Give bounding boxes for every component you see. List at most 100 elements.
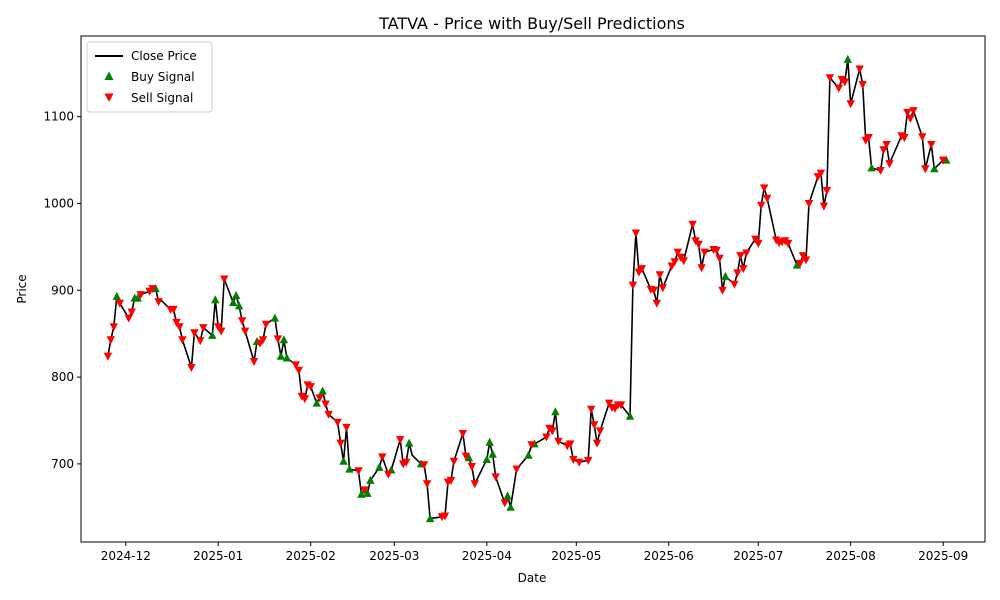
y-tick-label: 800 [51,370,74,384]
sell-signal-marker [834,84,843,93]
sell-signal-marker [321,400,330,409]
legend-label-close-price: Close Price [131,49,197,63]
sell-signal-marker [402,458,411,467]
sell-signal-marker [315,394,324,403]
sell-signal-marker [127,308,136,317]
sell-signal-marker [178,336,187,345]
sell-signal-marker [587,405,596,414]
sell-signal-marker [909,107,918,116]
sell-signal-marker [739,265,748,274]
buy-signal-marker [339,456,348,465]
sell-signal-marker [604,399,614,408]
sell-signal-marker [876,167,885,175]
sell-signal-marker [652,299,661,308]
sell-signal-marker [801,256,811,265]
buy-signal-marker [867,163,876,172]
sell-signal-marker [631,229,641,238]
sell-signal-marker [760,184,769,193]
sell-signal-marker [470,480,479,489]
buy-signal-marker [363,488,372,497]
sell-signal-marker [819,202,829,211]
sell-signal-marker [103,352,113,361]
sell-signal-marker [294,366,303,375]
buy-signal-marker [464,453,474,462]
sell-signal-marker [527,441,536,450]
sell-signal-marker [575,458,584,467]
sell-signal-marker [172,318,181,327]
sell-signal-marker [300,395,309,404]
sell-signal-marker [763,194,772,203]
x-axis-title: Date [518,571,547,585]
buy-signal-marker [357,489,366,498]
sell-signal-marker [220,275,229,284]
sell-signal-marker [109,323,118,332]
sell-signal-marker [718,286,727,295]
sell-signal-marker [658,284,667,293]
buy-signal-marker [721,271,730,280]
sell-signal-marker [757,201,766,210]
y-axis-title: Price [15,274,29,303]
sell-signal-marker [795,259,805,268]
sell-signal-marker [446,476,456,485]
buy-signal-marker [231,291,241,299]
x-tick-label: 2025-01 [193,549,243,563]
legend-buy-marker [104,71,114,80]
buy-signal-marker [625,411,635,420]
sell-signal-marker [542,433,551,442]
x-tick-label: 2025-02 [286,549,336,563]
sell-signal-marker [592,439,602,448]
buy-signal-marker [425,514,435,523]
sell-signal-marker [903,108,912,117]
sell-signal-marker [798,252,808,261]
sell-signal-marker [715,254,724,263]
buy-signal-marker [482,455,491,463]
sell-signal-marker [736,252,745,261]
sell-signal-marker [342,423,351,432]
sell-signal-marker [273,335,283,344]
sell-signal-marker [712,246,721,255]
sell-signal-marker [688,220,697,229]
x-tick-label: 2024-12 [101,549,151,563]
sell-signal-marker [840,78,849,87]
sell-signal-marker [249,358,259,366]
y-tick-label: 900 [51,283,74,297]
sell-signal-marker [569,456,578,464]
sell-signal-marker [566,440,575,449]
x-axis: 2024-12 2025-01 2025-02 2025-03 2025-04 2025-… [101,542,968,563]
buy-signal-marker [345,464,354,473]
sell-signal-marker [649,286,658,295]
buy-signal-marker [375,462,384,471]
sell-signal-marker [354,467,363,476]
buy-signal-marker [485,437,494,446]
legend: Close Price Buy Signal Sell Signal [86,41,213,113]
sell-signal-marker [667,262,676,271]
sell-signal-marker [900,134,909,142]
sell-signal-marker [584,456,593,465]
sell-signal-marker [906,115,915,123]
sell-signal-marker [291,361,300,370]
sell-signal-marker [694,240,703,249]
sell-signal-marker [175,323,184,332]
buy-signal-marker [208,330,217,339]
sell-signal-marker [921,165,930,174]
sell-signal-marker [858,81,867,90]
buy-signal-marker [366,475,375,484]
plot-area [103,54,951,523]
buy-signal-marker [133,293,142,302]
legend-box [86,41,213,113]
y-tick-label: 1100 [43,110,74,124]
sell-signal-marker [512,465,521,474]
sell-signal-marker [378,453,387,462]
buy-signal-marker [843,54,852,63]
sell-signal-marker [324,410,333,419]
sell-signal-marker [804,200,814,208]
sell-signal-marker [927,141,936,149]
sell-signal-marker [187,364,196,372]
sell-signal-marker [360,486,369,495]
sell-signal-marker [733,269,742,278]
buy-signal-marker [503,491,512,500]
sell-signal-marker [822,187,832,195]
sell-signal-marker [855,65,864,74]
y-tick-label: 1000 [43,197,74,211]
